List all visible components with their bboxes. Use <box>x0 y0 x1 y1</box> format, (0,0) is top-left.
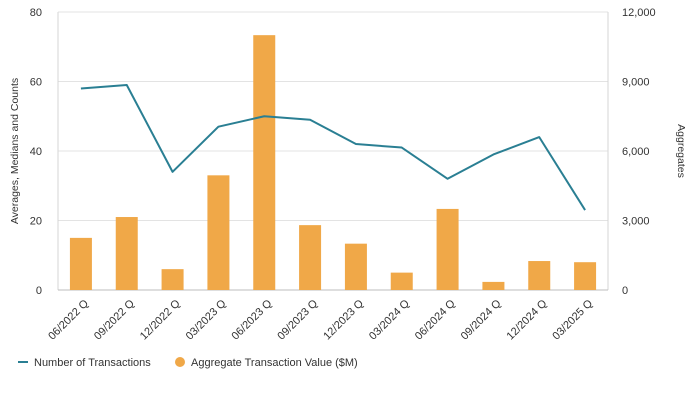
x-tick-label: 03/2025 Q <box>550 297 595 342</box>
y-right-tick-label: 9,000 <box>622 77 650 89</box>
bar <box>161 269 184 290</box>
bar <box>207 175 230 290</box>
x-tick-label: 12/2023 Q <box>321 297 366 342</box>
y-left-tick-label: 20 <box>30 216 42 228</box>
x-tick-label: 06/2023 Q <box>230 297 275 342</box>
y-left-tick-label: 40 <box>30 146 42 158</box>
x-tick-label: 09/2022 Q <box>92 297 137 342</box>
y-left-tick-label: 0 <box>36 285 42 297</box>
x-tick-label: 09/2024 Q <box>459 297 504 342</box>
axes: 0 20 40 60 80 0 3,000 6,000 9,000 12,000 06/2022 Q… <box>9 7 687 342</box>
x-tick-label: 12/2024 Q <box>505 297 550 342</box>
bar <box>528 261 551 290</box>
legend-label: Aggregate Transaction Value ($M) <box>191 357 358 369</box>
y-left-tick-label: 80 <box>30 7 42 19</box>
x-tick-label: 09/2023 Q <box>275 297 320 342</box>
bar <box>390 272 413 290</box>
x-tick-label: 06/2024 Q <box>413 297 458 342</box>
transactions-line <box>80 83 586 211</box>
x-tick-label: 03/2023 Q <box>184 297 229 342</box>
y-right-tick-label: 0 <box>622 285 628 297</box>
x-tick-label: 12/2022 Q <box>138 297 183 342</box>
line-series <box>80 83 586 211</box>
y-right-tick-label: 6,000 <box>622 146 650 158</box>
legend-circle-marker <box>175 357 185 367</box>
y-right-tick-label: 12,000 <box>622 7 656 19</box>
y-right-axis-title: Aggregates <box>675 124 687 178</box>
bar-series <box>69 35 597 290</box>
y-left-tick-label: 60 <box>30 77 42 89</box>
bar <box>115 217 138 290</box>
x-tick-label: 03/2024 Q <box>367 297 412 342</box>
bar <box>253 35 276 290</box>
legend: Number of Transactions Aggregate Transact… <box>18 357 358 369</box>
legend-label: Number of Transactions <box>34 357 151 369</box>
y-right-tick-label: 3,000 <box>622 216 650 228</box>
grid-lines <box>57 11 609 291</box>
y-left-axis-title: Averages, Medians and Counts <box>9 78 21 224</box>
bar <box>69 237 92 290</box>
x-tick-label: 06/2022 Q <box>46 297 91 342</box>
bar <box>344 243 367 290</box>
bar <box>482 281 505 290</box>
bar <box>299 225 322 290</box>
bar <box>574 262 597 290</box>
bar <box>436 208 459 290</box>
